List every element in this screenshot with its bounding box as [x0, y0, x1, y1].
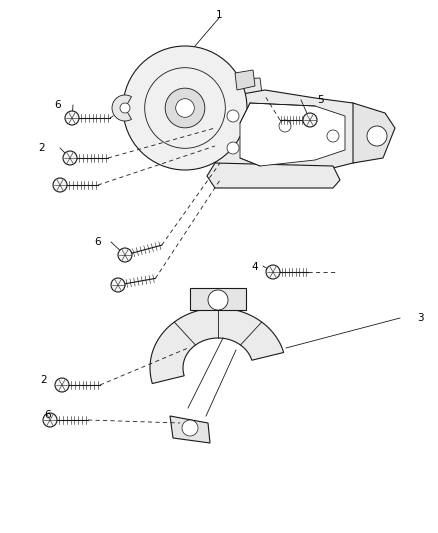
Circle shape — [55, 378, 69, 392]
Circle shape — [266, 265, 280, 279]
Polygon shape — [215, 90, 370, 173]
Polygon shape — [207, 163, 340, 188]
Text: 3: 3 — [417, 313, 423, 323]
Circle shape — [176, 99, 194, 117]
Circle shape — [123, 46, 247, 170]
Text: 5: 5 — [317, 95, 323, 105]
Text: 6: 6 — [45, 410, 51, 420]
Text: 6: 6 — [95, 237, 101, 247]
Circle shape — [165, 88, 205, 128]
Circle shape — [65, 111, 79, 125]
Circle shape — [120, 103, 130, 113]
Polygon shape — [190, 288, 246, 310]
Circle shape — [367, 126, 387, 146]
Wedge shape — [112, 95, 131, 121]
Circle shape — [111, 278, 125, 292]
Circle shape — [43, 413, 57, 427]
Text: 2: 2 — [39, 143, 45, 153]
Text: 6: 6 — [55, 100, 61, 110]
Circle shape — [208, 290, 228, 310]
Circle shape — [327, 130, 339, 142]
Circle shape — [227, 142, 239, 154]
Polygon shape — [353, 103, 395, 163]
Circle shape — [227, 110, 239, 122]
Circle shape — [53, 178, 67, 192]
Text: 2: 2 — [41, 375, 47, 385]
Text: 4: 4 — [252, 262, 258, 272]
Circle shape — [279, 120, 291, 132]
Circle shape — [303, 113, 317, 127]
Polygon shape — [235, 70, 255, 90]
Polygon shape — [150, 308, 284, 384]
Text: 1: 1 — [215, 10, 223, 20]
Circle shape — [118, 248, 132, 262]
Polygon shape — [225, 78, 265, 138]
Circle shape — [182, 420, 198, 436]
Circle shape — [63, 151, 77, 165]
Polygon shape — [240, 103, 345, 166]
Polygon shape — [170, 416, 210, 443]
